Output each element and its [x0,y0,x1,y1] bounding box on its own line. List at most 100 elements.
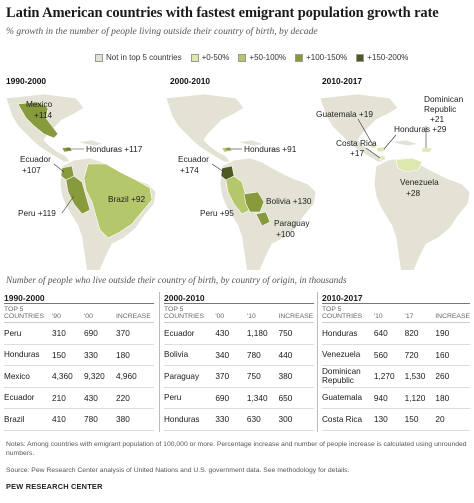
legend-item: Not in top 5 countries [95,53,182,62]
increase-cell: 4,960 [116,371,137,382]
table-row: Paraguay 370 750 380 [164,366,314,388]
brand-logo-text: PEW RESEARCH CENTER [6,482,103,491]
region-mexico [17,101,59,139]
value-cell: 780 [84,414,98,425]
value-cell: 430 [215,328,230,339]
country-cell: Ecuador [164,328,195,338]
country-cell: Brazil [4,414,25,424]
region-honduras [221,146,233,153]
label-mexico: Mexico [26,99,53,109]
table-period: 1990-2000 [4,292,154,304]
column-header: '10 [373,313,383,320]
label-guatemala: Guatemala +19 [316,109,373,119]
column-header: INCREASE [116,313,151,320]
value-cell: 1,340 [246,392,268,403]
table-row: Dominican Republic 1,270 1,530 260 [322,366,470,388]
label-costa-rica: Costa Rica [336,138,377,148]
value-cell: 560 [373,349,388,360]
legend-swatch [238,53,247,62]
value-cell: 640 [373,328,388,339]
value-cell: 210 [52,392,66,403]
label-dominican-republic-2: Republic [424,104,456,114]
column-header-row: TOP 5 COUNTRIES '00 '10 INCREASE [164,304,314,323]
leader-line [211,163,225,173]
leader-line [61,195,75,214]
table-row: Guatemala 940 1,120 180 [322,388,470,409]
chart-title: Latin American countries with fastest em… [6,5,439,21]
chart-subtitle: % growth in the number of people living … [6,26,318,37]
value-cell: 690 [84,328,98,339]
value-cell: 410 [52,414,66,425]
country-cell: Bolivia [164,350,189,360]
table-row: Peru 690 1,340 650 [164,388,314,409]
leader-line [383,134,397,150]
legend-item: +50-100% [238,53,286,62]
column-header: TOP 5 COUNTRIES [322,306,363,320]
table-block: 2000-2010 TOP 5 COUNTRIES '00 '10 INCREA… [159,292,314,432]
value-cell: 750 [246,371,261,382]
label-honduras: Honduras +91 [244,144,297,154]
table-caption: Number of people who live outside their … [6,276,347,286]
value-cell: 690 [215,392,230,403]
country-cell: Honduras [164,414,200,424]
value-cell: 630 [246,414,261,425]
increase-cell: 300 [278,414,293,425]
increase-cell: 750 [278,328,293,339]
value-cell: 130 [373,414,388,425]
map-2000-2010: 2000-2010 Honduras +91 Ecuador +174 Boli… [165,76,317,270]
value-cell: 370 [215,371,230,382]
label-paraguay-pct: +100 [276,229,295,239]
source-text: Source: Pew Research Center analysis of … [6,467,350,474]
legend-item: +0-50% [190,53,230,62]
legend-label: +100-150% [306,53,348,62]
increase-cell: 440 [278,349,293,360]
table-block: 1990-2000 TOP 5 COUNTRIES '90 '00 INCREA… [4,292,154,432]
label-ecuador: Ecuador [20,154,51,164]
table-period: 2000-2010 [164,292,314,304]
value-cell: 330 [84,349,98,360]
legend-item: +150-200% [356,53,408,62]
label-ecuador: Ecuador [178,154,209,164]
increase-cell: 370 [116,328,130,339]
country-cell: Guatemala [322,393,363,403]
column-header: INCREASE [435,313,471,320]
region-bolivia [243,191,265,213]
label-peru: Peru +119 [18,208,56,218]
country-cell: Dominican Republic [322,367,361,386]
increase-cell: 180 [435,392,450,403]
map-1990-2000: 1990-2000 Mexico +114 Honduras +117 Ecua… [5,76,157,270]
legend-item: +100-150% [295,53,347,62]
column-header: '90 [52,313,61,320]
increase-cell: 160 [435,349,450,360]
column-header: TOP 5 COUNTRIES [4,306,45,320]
legend-label: +150-200% [367,53,409,62]
label-bolivia: Bolivia +130 [266,196,312,206]
column-header-row: TOP 5 COUNTRIES '10 '17 INCREASE [322,304,470,323]
legend-swatch [190,53,199,62]
label-venezuela-pct: +28 [406,188,420,198]
label-costa-rica-pct: +17 [350,148,364,158]
increase-cell: 20 [435,414,445,425]
region-brazil [83,163,153,239]
legend-label: +0-50% [201,53,230,62]
label-mexico-pct: +114 [34,110,52,120]
country-cell: Peru [164,393,182,403]
column-header-row: TOP 5 COUNTRIES '90 '00 INCREASE [4,304,154,323]
map-period: 1990-2000 [6,76,46,86]
value-cell: 150 [404,414,419,425]
value-cell: 1,530 [404,371,426,382]
label-ecuador-pct: +107 [22,165,41,175]
region-venezuela [395,157,423,173]
value-cell: 1,120 [404,392,426,403]
value-cell: 4,360 [52,371,73,382]
notes-text: Notes: Among countries with emigrant pop… [6,441,467,457]
legend-label: Not in top 5 countries [106,53,182,62]
column-header: INCREASE [278,313,314,320]
table-row: Ecuador 210 430 220 [4,388,154,409]
increase-cell: 260 [435,371,450,382]
region-honduras [375,146,387,153]
label-ecuador-pct: +174 [180,165,199,175]
increase-cell: 380 [278,371,293,382]
value-cell: 1,270 [373,371,395,382]
country-cell: Mexico [4,371,30,381]
